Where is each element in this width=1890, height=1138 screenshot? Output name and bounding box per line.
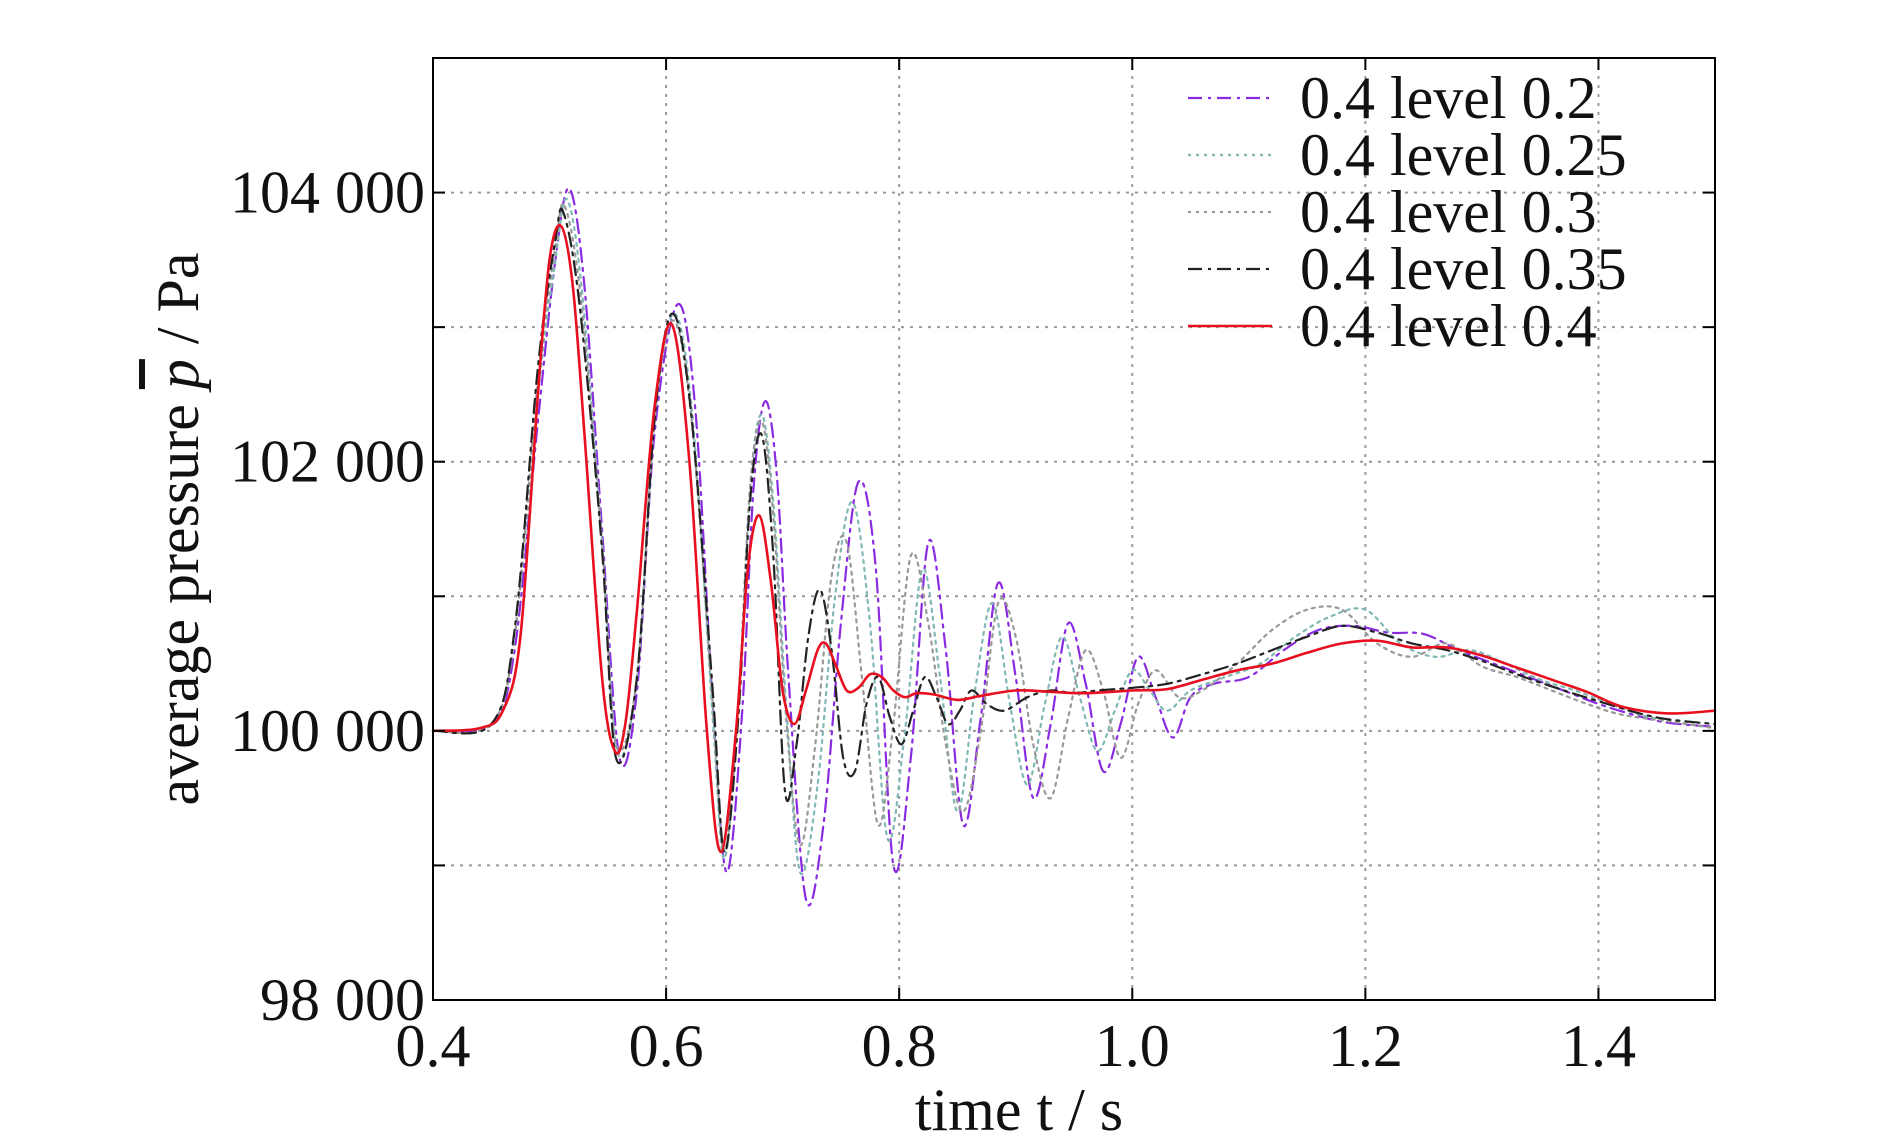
legend-label: 0.4 level 0.2 bbox=[1300, 65, 1597, 131]
y-tick-label: 102 000 bbox=[230, 429, 425, 495]
y-axis-label-text: average pressure bbox=[145, 404, 211, 805]
x-tick-label: 0.8 bbox=[862, 1013, 937, 1079]
x-tick-label: 0.6 bbox=[629, 1013, 704, 1079]
axis-ticks: 0.4 0.6 0.8 1.0 1.2 1.4 98 000 100 000 102 000 10… bbox=[230, 58, 1715, 1079]
series-lines bbox=[431, 187, 1717, 907]
y-tick-label: 100 000 bbox=[230, 698, 425, 764]
legend-label: 0.4 level 0.35 bbox=[1300, 236, 1627, 302]
y-axis-label-unit: / Pa bbox=[145, 252, 211, 359]
x-tick-label: 1.4 bbox=[1561, 1013, 1636, 1079]
series-line bbox=[431, 223, 1717, 854]
legend-label: 0.4 level 0.4 bbox=[1300, 293, 1597, 359]
x-tick-label: 0.4 bbox=[396, 1013, 471, 1079]
y-axis-label: average pressure p / Pa bbox=[145, 252, 211, 805]
series-line bbox=[431, 207, 1717, 854]
y-axis-label-space bbox=[145, 389, 211, 404]
x-tick-label: 1.0 bbox=[1095, 1013, 1170, 1079]
legend: 0.4 level 0.20.4 level 0.250.4 level 0.3… bbox=[1188, 65, 1627, 359]
grid-lines bbox=[433, 58, 1715, 1000]
legend-label: 0.4 level 0.3 bbox=[1300, 179, 1597, 245]
y-tick-label: 98 000 bbox=[260, 967, 425, 1033]
plot-frame bbox=[432, 57, 1716, 1001]
y-tick-label: 104 000 bbox=[230, 160, 425, 226]
y-axis-label-symbol: p bbox=[145, 359, 211, 393]
series-line bbox=[431, 202, 1717, 854]
x-tick-label: 1.2 bbox=[1328, 1013, 1403, 1079]
x-axis-label: time t / s bbox=[915, 1077, 1123, 1138]
legend-label: 0.4 level 0.25 bbox=[1300, 122, 1627, 188]
